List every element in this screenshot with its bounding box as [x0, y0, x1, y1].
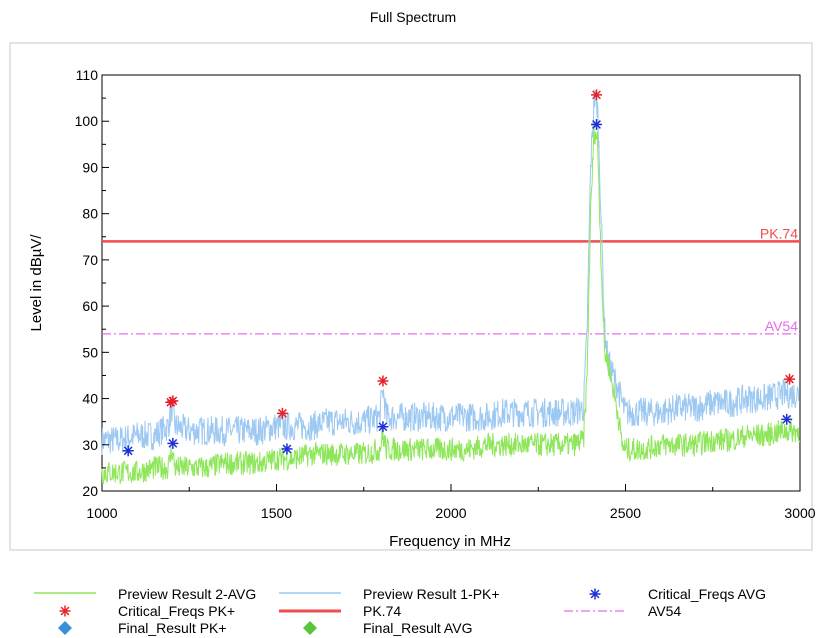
legend-diamond	[303, 621, 317, 635]
chart: Full Spectrum PK.74 AV54 20 30 40 50 60 70 80 90…	[9, 9, 816, 551]
legend-label: AV54	[648, 603, 682, 619]
legend-symbol	[589, 588, 601, 600]
marker-critical-freqs-avg	[781, 413, 793, 425]
y-tick-label: 40	[82, 391, 98, 407]
legend-label: PK.74	[363, 603, 402, 619]
y-tick-label: 30	[82, 437, 98, 453]
y-tick-label: 110	[76, 67, 99, 83]
legend-symbol	[564, 610, 626, 612]
marker-critical-freqs-pk-	[377, 375, 389, 387]
legend-symbol	[34, 592, 96, 594]
marker-critical-freqs-pk-	[591, 89, 603, 101]
legend-label: Critical_Freqs PK+	[118, 603, 236, 619]
marker-critical-freqs-pk-	[167, 395, 179, 407]
legend-symbol	[59, 605, 71, 617]
legend-symbol	[303, 621, 317, 635]
y-tick-label: 90	[82, 159, 98, 175]
legend-label: Preview Result 2-AVG	[118, 586, 257, 602]
limit-label: AV54	[765, 318, 798, 334]
marker-critical-freqs-avg	[281, 443, 293, 455]
marker-critical-freqs-pk-	[276, 407, 288, 419]
legend-label: Final_Result AVG	[363, 620, 473, 636]
marker-critical-freqs-avg	[167, 437, 179, 449]
legend-symbol	[279, 609, 341, 613]
trace-preview-result-1-pk-	[101, 89, 801, 455]
plot-area	[101, 74, 801, 492]
x-axis-label: Frequency in MHz	[389, 533, 511, 550]
legend: Preview Result 2-AVG Preview Result 1-PK+…	[0, 578, 826, 638]
marker-critical-freqs-avg	[377, 421, 389, 433]
critical-markers	[122, 89, 796, 457]
axes: 20 30 40 50 60 70 80 90 100 110 1000 1500 2000 2500 30…	[75, 67, 816, 521]
x-tick-label: 3000	[784, 505, 815, 521]
y-tick-label: 80	[82, 206, 98, 222]
marker-critical-freqs-avg	[591, 118, 603, 130]
legend-label: Preview Result 1-PK+	[363, 586, 500, 602]
marker-critical-freqs-pk-	[784, 373, 796, 385]
marker-critical-freqs-avg	[122, 445, 134, 457]
y-tick-label: 70	[82, 252, 98, 268]
legend-label: Final_Result PK+	[118, 620, 227, 636]
legend-asterisk	[59, 605, 71, 617]
series-traces	[101, 89, 801, 484]
y-tick-label: 100	[75, 113, 99, 129]
legend-asterisk	[589, 588, 601, 600]
y-tick-label: 50	[82, 344, 98, 360]
limit-lines: PK.74 AV54	[102, 225, 800, 335]
legend-label: Critical_Freqs AVG	[648, 586, 766, 602]
x-tick-label: 2500	[610, 505, 641, 521]
legend-symbol	[58, 621, 72, 635]
x-tick-label: 2000	[435, 505, 466, 521]
chart-title: Full Spectrum	[370, 9, 456, 25]
x-tick-label: 1500	[261, 505, 292, 521]
y-tick-label: 20	[82, 483, 98, 499]
y-axis-label: Level in dBµV/	[28, 234, 45, 332]
legend-diamond	[58, 621, 72, 635]
trace-preview-result-2-avg	[101, 121, 801, 484]
x-tick-label: 1000	[86, 505, 117, 521]
y-tick-label: 60	[82, 298, 98, 314]
legend-symbol	[279, 592, 341, 594]
limit-label: PK.74	[760, 225, 798, 241]
